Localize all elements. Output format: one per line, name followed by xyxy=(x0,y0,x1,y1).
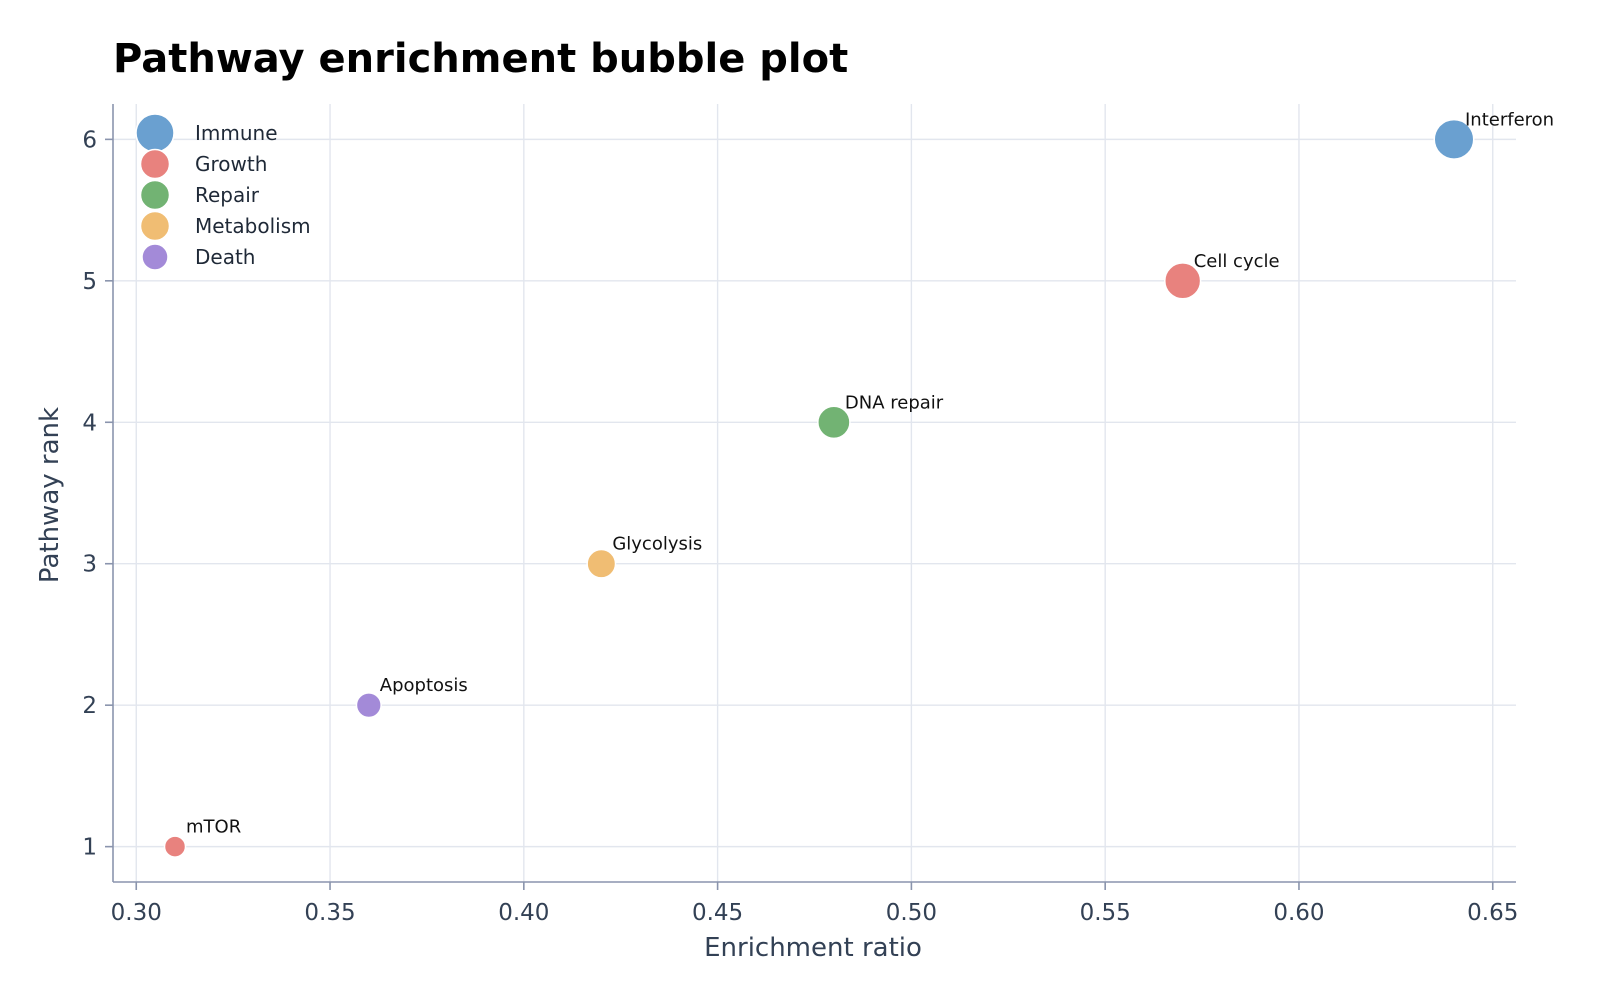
y-axis-label: Pathway rank xyxy=(35,407,65,583)
y-tick-label: 5 xyxy=(82,269,97,295)
point-label: Interferon xyxy=(1465,109,1554,130)
y-tick-label: 6 xyxy=(82,127,97,153)
point-label: Cell cycle xyxy=(1194,251,1280,272)
legend-label: Growth xyxy=(195,152,267,176)
y-tick-label: 2 xyxy=(82,693,97,719)
x-tick-label: 0.35 xyxy=(304,900,355,926)
bubble-point xyxy=(1433,118,1475,160)
x-tick-label: 0.60 xyxy=(1273,900,1324,926)
legend-label: Immune xyxy=(195,121,278,145)
legend-marker xyxy=(135,113,175,153)
x-tick-label: 0.50 xyxy=(886,900,937,926)
x-tick-label: 0.45 xyxy=(692,900,743,926)
y-axis-ticks: 1 2 3 4 5 6 xyxy=(82,127,113,861)
legend-marker xyxy=(139,210,171,242)
y-tick-label: 3 xyxy=(82,552,97,578)
legend-label: Metabolism xyxy=(195,214,311,238)
y-tick-label: 4 xyxy=(82,410,97,436)
x-tick-label: 0.55 xyxy=(1080,900,1131,926)
legend-marker xyxy=(139,148,171,180)
x-tick-label: 0.65 xyxy=(1467,900,1518,926)
bubble-point xyxy=(163,835,187,858)
point-labels: Interferon Cell cycle DNA repair Glycolysis… xyxy=(186,109,1554,837)
x-axis-ticks: 0.30 0.35 0.40 0.45 0.50 0.55 0.60 0.65 xyxy=(111,882,1518,926)
x-tick-label: 0.40 xyxy=(498,900,549,926)
bubble-point xyxy=(586,548,617,579)
point-label: DNA repair xyxy=(845,392,944,413)
legend-label: Repair xyxy=(195,183,260,207)
x-tick-label: 0.30 xyxy=(111,900,162,926)
legend-label: Death xyxy=(195,245,255,269)
bubble-point xyxy=(355,692,382,719)
legend-marker xyxy=(139,179,171,211)
legend-marker xyxy=(141,243,169,271)
chart-title: Pathway enrichment bubble plot xyxy=(113,36,848,82)
axes-spines xyxy=(112,104,1516,883)
grid xyxy=(113,104,1516,882)
bubble-point xyxy=(817,405,851,440)
y-tick-label: 1 xyxy=(82,835,97,861)
bubbles xyxy=(163,118,1475,858)
point-label: Apoptosis xyxy=(380,675,468,696)
bubble-point xyxy=(1164,262,1202,300)
legend: Immune Growth Repair Metabolism Death xyxy=(135,113,311,271)
point-label: Glycolysis xyxy=(612,534,702,555)
point-label: mTOR xyxy=(186,817,241,838)
x-axis-label: Enrichment ratio xyxy=(704,933,922,963)
